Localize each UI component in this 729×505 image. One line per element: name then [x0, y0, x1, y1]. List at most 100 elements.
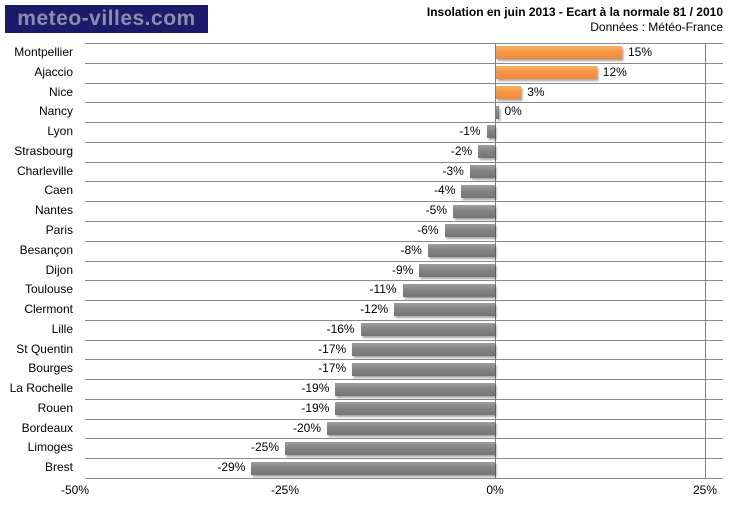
category-gridline — [85, 398, 723, 400]
bar-negative — [402, 283, 495, 297]
bar-value-label: -11% — [369, 282, 397, 297]
bar-negative — [394, 303, 495, 317]
category-gridline — [85, 359, 723, 361]
bar-value-label: 12% — [602, 64, 627, 79]
city-label: Charleville — [16, 163, 73, 178]
bar-value-label: 0% — [504, 104, 522, 119]
bar-negative — [327, 422, 495, 436]
city-label: Nice — [48, 84, 73, 99]
city-label: Lille — [51, 321, 73, 336]
bar-value-label: -17% — [318, 361, 347, 376]
chart-subtitle: Données : Météo-France — [590, 20, 723, 34]
bar-negative — [352, 362, 495, 376]
city-label: La Rochelle — [9, 381, 73, 396]
bar-negative — [285, 441, 495, 455]
bar-value-label: -16% — [326, 321, 355, 336]
bar-negative — [335, 402, 495, 416]
category-gridline — [85, 478, 723, 479]
bar-value-label: -17% — [318, 341, 347, 356]
city-label: Nantes — [34, 203, 73, 218]
bar-negative — [453, 204, 495, 218]
category-gridline — [85, 280, 723, 282]
bar-value-label: 15% — [628, 45, 653, 59]
category-gridline — [85, 141, 723, 143]
city-label: Montpellier — [14, 45, 73, 59]
city-label: Limoges — [27, 440, 73, 455]
city-label: Paris — [45, 222, 73, 237]
bar-negative — [352, 342, 495, 356]
bar-negative — [360, 323, 495, 337]
category-gridline — [85, 300, 723, 302]
logo-text: meteo-villes.com — [17, 7, 196, 30]
bar-negative — [461, 184, 495, 198]
city-label: Nancy — [38, 104, 73, 119]
bar-value-label: -3% — [442, 163, 464, 178]
city-label: Ajaccio — [34, 64, 73, 79]
bar-value-label: 3% — [527, 84, 545, 99]
category-gridline — [85, 418, 723, 420]
city-label: Caen — [44, 183, 73, 198]
category-gridline — [85, 201, 723, 203]
x-axis-tick-label: 25% — [692, 483, 718, 497]
bar-value-label: -2% — [450, 143, 473, 158]
chart-title: Insolation en juin 2013 - Ecart à la nor… — [426, 5, 723, 19]
bar-value-label: -12% — [360, 302, 389, 317]
bar-positive — [496, 85, 522, 99]
category-gridline — [85, 102, 723, 104]
x-axis-tick-label: 0% — [486, 483, 504, 497]
city-label: Clermont — [24, 302, 73, 317]
bar-negative — [427, 244, 495, 258]
title-block: Insolation en juin 2013 - Ecart à la nor… — [427, 4, 723, 35]
bar-negative — [335, 382, 495, 396]
city-label: St Quentin — [16, 341, 73, 356]
bar-value-label: -1% — [459, 124, 481, 139]
category-gridline — [85, 122, 723, 124]
city-label: Strasbourg — [14, 143, 73, 158]
bar-negative — [469, 165, 495, 179]
category-gridline — [85, 319, 723, 321]
bar-value-label: -20% — [292, 420, 321, 435]
category-gridline — [85, 339, 723, 341]
zero-axis-line — [495, 43, 496, 478]
bar-value-label: -8% — [400, 242, 422, 257]
bar-value-label: -19% — [301, 381, 330, 396]
category-gridline — [85, 458, 723, 460]
bar-negative — [478, 145, 495, 159]
bar-value-label: -29% — [217, 460, 246, 475]
bar-negative — [419, 263, 495, 277]
bar-value-label: -9% — [392, 262, 414, 277]
x-axis-tick-label: -25% — [270, 483, 300, 497]
bar-value-label: -5% — [425, 203, 447, 218]
logo: meteo-villes.com — [5, 5, 208, 33]
category-gridline — [85, 220, 723, 222]
category-gridline — [85, 181, 723, 183]
city-label: Lyon — [47, 124, 73, 139]
city-label: Rouen — [37, 400, 73, 415]
city-label: Dijon — [45, 262, 73, 277]
city-label: Brest — [44, 460, 73, 475]
category-gridline — [85, 82, 723, 84]
plot-right-border — [705, 43, 706, 478]
bar-value-label: -6% — [417, 222, 439, 237]
bar-positive — [496, 66, 597, 80]
bar-value-label: -19% — [301, 400, 330, 415]
x-axis-tick-label: -50% — [60, 483, 90, 497]
category-gridline — [85, 62, 723, 64]
city-label: Bordeaux — [21, 420, 73, 435]
city-label: Toulouse — [24, 282, 73, 297]
category-gridline — [85, 260, 723, 262]
bar-value-label: -25% — [250, 440, 279, 455]
category-gridline — [85, 161, 723, 163]
bar-negative — [496, 105, 499, 119]
bar-positive — [496, 46, 622, 60]
category-gridline — [85, 438, 723, 440]
category-gridline — [85, 43, 723, 44]
bar-negative — [486, 125, 495, 139]
bar-negative — [444, 224, 495, 238]
city-label: Besançon — [19, 242, 73, 257]
bar-negative — [251, 461, 495, 475]
category-gridline — [85, 240, 723, 242]
category-gridline — [85, 379, 723, 381]
